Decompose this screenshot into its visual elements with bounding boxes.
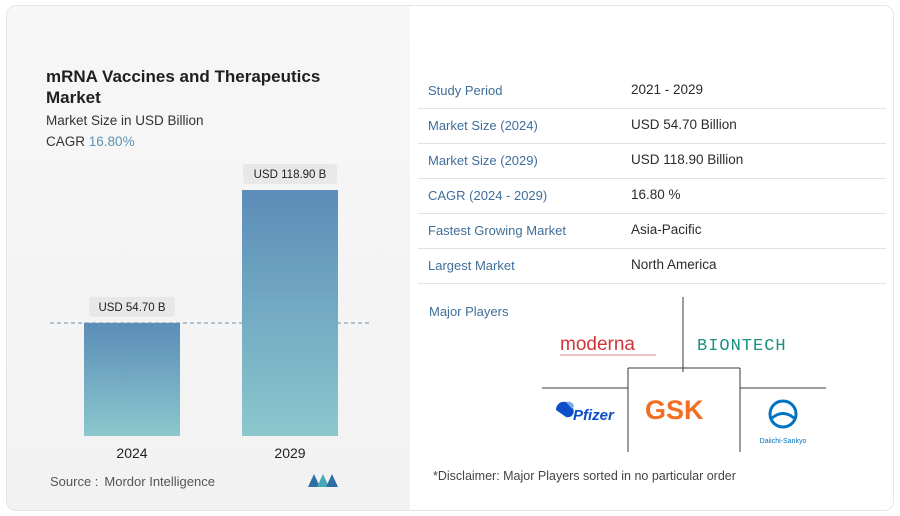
stats-row-market-size-2029: Market Size (2029) USD 118.90 Billion (418, 144, 886, 179)
x-tick-label: 2029 (274, 445, 305, 461)
stats-row-cagr: CAGR (2024 - 2029) 16.80 % (418, 179, 886, 214)
stats-row-market-size-2024: Market Size (2024) USD 54.70 Billion (418, 109, 886, 144)
stats-table: Study Period 2021 - 2029 Market Size (20… (418, 74, 886, 284)
disclaimer-note: *Disclaimer: Major Players sorted in no … (433, 469, 736, 483)
cagr-value: 16.80% (88, 134, 135, 149)
stats-label: Market Size (2029) (428, 153, 538, 168)
bar-chart: USD 54.70 B 2024 USD 118.90 B 2029 (50, 164, 372, 461)
daiichi-sankyo-emblem-icon (768, 399, 798, 429)
stats-value: Asia-Pacific (631, 222, 702, 237)
moderna-logo: moderna (560, 334, 656, 356)
stats-label: CAGR (2024 - 2029) (428, 188, 548, 203)
stats-label: Largest Market (428, 258, 515, 273)
stats-row-fastest-growing: Fastest Growing Market Asia-Pacific (418, 214, 886, 249)
data-label: USD 54.70 B (98, 302, 165, 314)
source-note: Source : Mordor Intelligence (50, 474, 215, 489)
data-label-bg (89, 296, 175, 317)
stats-label: Fastest Growing Market (428, 223, 566, 238)
data-label-bg (243, 164, 337, 184)
chart-title: mRNA Vaccines and Therapeutics Market (46, 67, 321, 107)
major-players-grid: moderna BIONTECH Pfizer GSK Daiichi-Sank… (542, 297, 826, 452)
daiichi-sankyo-logo: Daiichi-Sankyo (760, 399, 807, 445)
stats-value: North America (631, 257, 717, 272)
major-players-label: Major Players (429, 304, 509, 319)
source-label: Source : (50, 474, 99, 489)
cagr-label: CAGR (46, 134, 86, 149)
biontech-logo: BIONTECH (697, 337, 787, 356)
stats-value: USD 118.90 Billion (631, 152, 744, 167)
stats-value: 16.80 % (631, 187, 681, 202)
moderna-logo-text: moderna (560, 334, 635, 355)
chart-subtitle: Market Size in USD Billion (46, 113, 204, 128)
stats-label: Market Size (2024) (428, 118, 538, 133)
gsk-logo: GSK (645, 395, 704, 425)
cagr-summary: CAGR 16.80% (46, 134, 135, 149)
pfizer-logo: Pfizer (555, 401, 615, 424)
x-tick-label: 2024 (116, 445, 147, 461)
stats-row-study-period: Study Period 2021 - 2029 (418, 74, 886, 109)
bar-2024 (84, 322, 180, 436)
bar-2029 (242, 190, 338, 436)
gsk-logo-text: GSK (645, 395, 704, 425)
chart-panel (7, 6, 410, 510)
data-label: USD 118.90 B (254, 169, 327, 181)
source-value: Mordor Intelligence (104, 474, 215, 489)
stats-value: 2021 - 2029 (631, 82, 704, 97)
biontech-logo-text: BIONTECH (697, 337, 787, 356)
stats-label: Study Period (428, 83, 503, 98)
pfizer-logo-text: Pfizer (573, 407, 615, 424)
mordor-intelligence-logo-icon (308, 474, 338, 487)
stats-row-largest-market: Largest Market North America (418, 249, 886, 284)
daiichi-sankyo-logo-text: Daiichi-Sankyo (760, 438, 807, 445)
stats-value: USD 54.70 Billion (631, 117, 737, 132)
